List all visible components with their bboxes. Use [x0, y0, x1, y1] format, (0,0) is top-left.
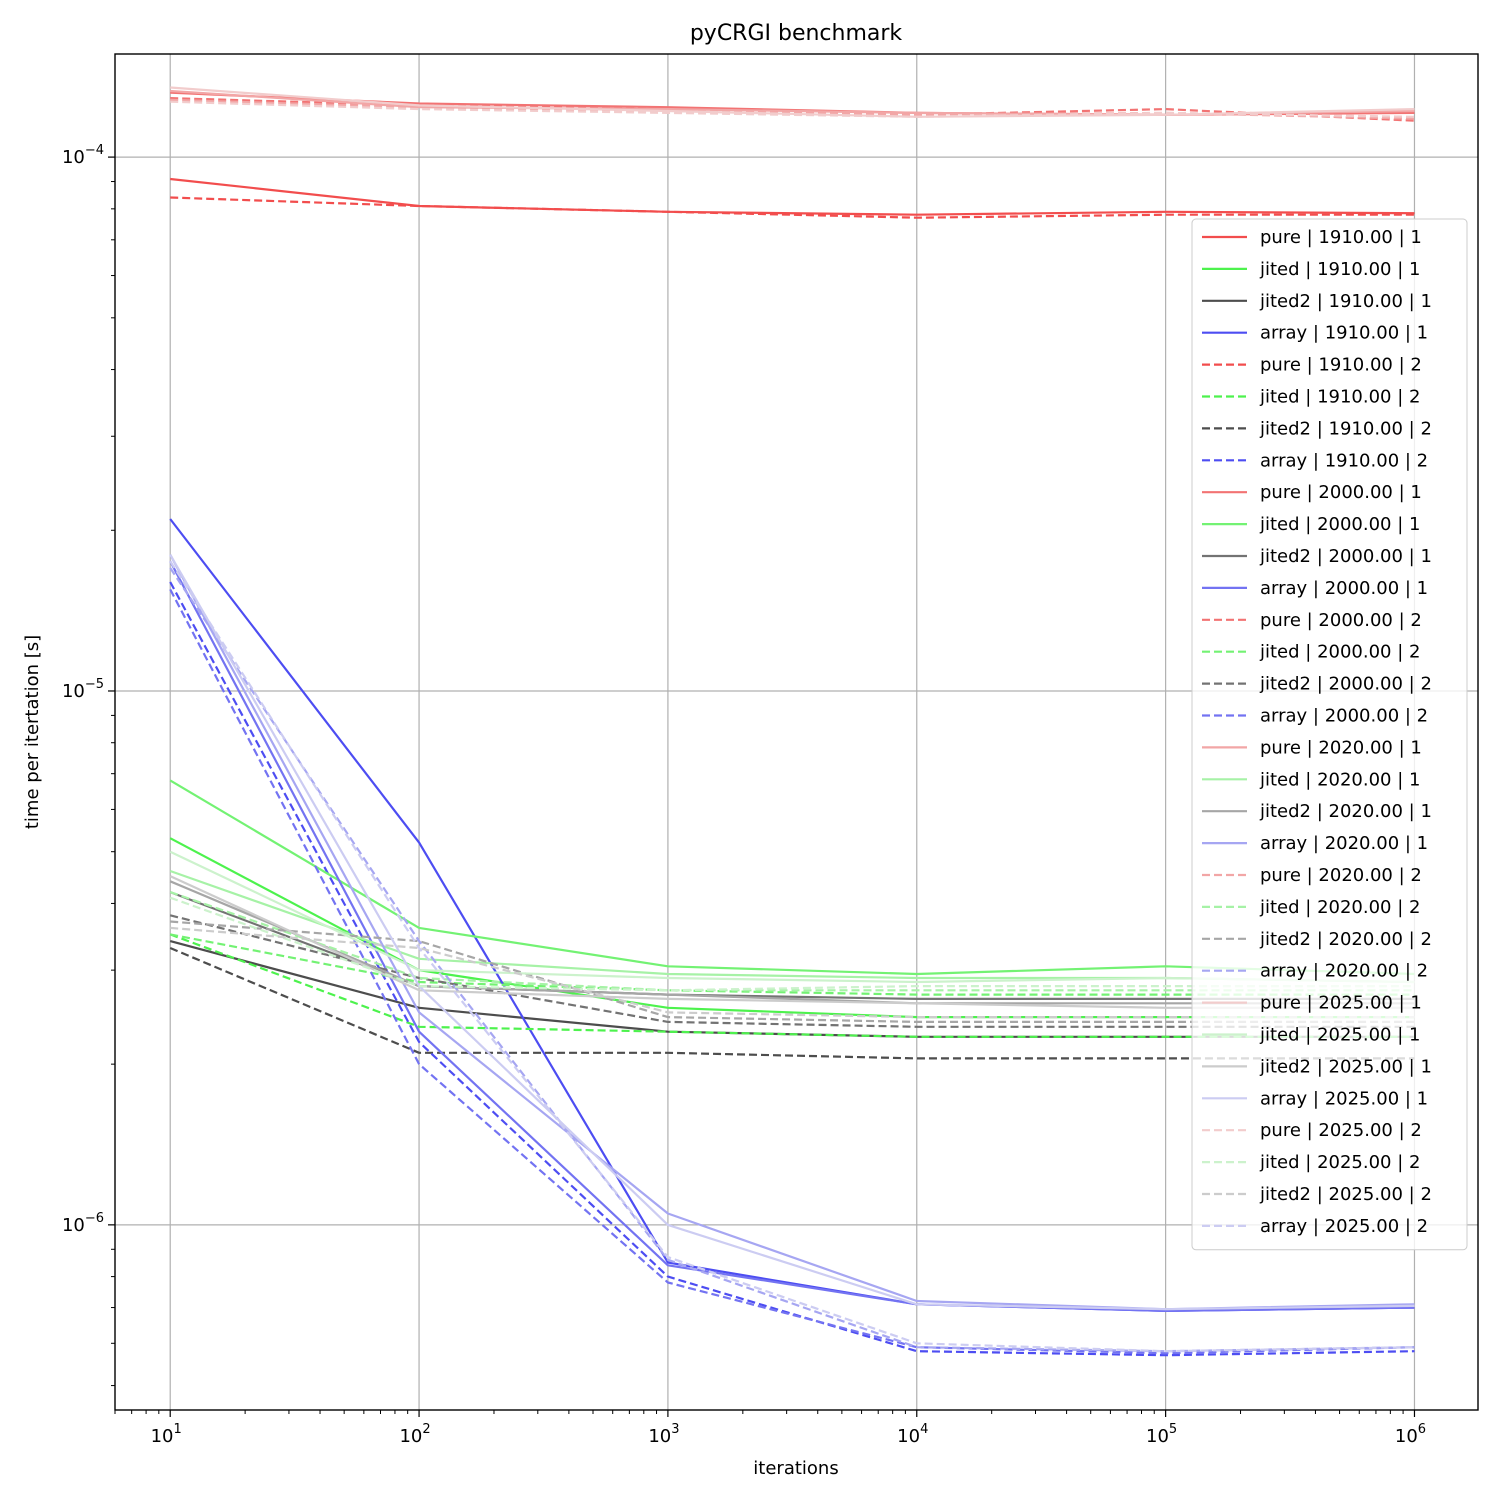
legend-label: array | 2020.00 | 2 — [1260, 961, 1428, 982]
legend-label: array | 1910.00 | 1 — [1260, 323, 1428, 344]
series-line — [169, 933, 1415, 1038]
x-axis-ticks: 101 102 103 104 105 106 — [151, 1410, 1426, 1447]
legend-label: jited2 | 1910.00 | 2 — [1259, 418, 1432, 439]
legend-label: pure | 2025.00 | 1 — [1260, 993, 1422, 1014]
legend-label: jited | 2020.00 | 2 — [1259, 897, 1420, 918]
legend-label: jited | 1910.00 | 1 — [1259, 259, 1420, 280]
series-line — [169, 560, 1415, 1313]
chart-title: pyCRGI benchmark — [690, 21, 903, 46]
legend-label: jited2 | 2025.00 | 2 — [1259, 1184, 1432, 1205]
legend-label: pure | 2000.00 | 1 — [1260, 482, 1422, 503]
legend-label: jited | 2025.00 | 2 — [1259, 1152, 1420, 1173]
x-tick-label: 104 — [897, 1422, 928, 1447]
x-tick-label: 105 — [1146, 1422, 1177, 1447]
legend-label: jited2 | 1910.00 | 1 — [1259, 291, 1432, 312]
y-tick-label: 10−4 — [62, 143, 104, 168]
series-line — [169, 581, 1415, 1357]
x-tick-label: 103 — [648, 1422, 679, 1447]
x-tick-label: 101 — [151, 1422, 182, 1447]
legend-label: pure | 2000.00 | 2 — [1260, 610, 1422, 631]
legend-label: pure | 1910.00 | 2 — [1260, 355, 1422, 376]
legend-label: pure | 2025.00 | 2 — [1260, 1120, 1422, 1141]
legend-label: array | 2025.00 | 2 — [1260, 1216, 1428, 1237]
legend-label: jited2 | 2020.00 | 2 — [1259, 929, 1432, 950]
series-line — [169, 554, 1415, 1311]
y-axis-label: time per itertation [s] — [22, 635, 43, 829]
legend-label: pure | 2020.00 | 2 — [1260, 865, 1422, 886]
series-line — [170, 196, 1415, 219]
x-axis-label: iterations — [753, 1458, 838, 1479]
y-tick-label: 10−5 — [62, 677, 104, 702]
legend-label: jited | 2000.00 | 1 — [1259, 514, 1420, 535]
legend-box — [1191, 218, 1468, 1251]
legend-label: array | 2000.00 | 1 — [1260, 578, 1428, 599]
y-tick-label: 10−6 — [62, 1211, 104, 1236]
series-line — [170, 177, 1415, 216]
series-line — [169, 560, 1415, 1353]
legend-label: pure | 2020.00 | 1 — [1260, 737, 1422, 758]
legend-label: jited2 | 2000.00 | 1 — [1259, 546, 1432, 567]
series-line — [170, 100, 1415, 118]
legend-label: array | 2025.00 | 1 — [1260, 1088, 1428, 1109]
legend-label: array | 2000.00 | 2 — [1260, 706, 1428, 727]
y-axis-ticks: 10−6 10−5 10−4 — [62, 143, 115, 1236]
legend-label: jited2 | 2020.00 | 1 — [1259, 801, 1432, 822]
legend-label: pure | 1910.00 | 1 — [1260, 227, 1422, 248]
minor-ticks — [111, 181, 1404, 1414]
x-tick-label: 106 — [1395, 1422, 1426, 1447]
plot-frame — [114, 53, 1479, 1411]
series-line — [169, 588, 1415, 1355]
series-line — [169, 933, 1415, 996]
legend-label: jited | 1910.00 | 2 — [1259, 387, 1420, 408]
legend-label: jited2 | 2000.00 | 2 — [1259, 674, 1432, 695]
legend-label: jited | 2020.00 | 1 — [1259, 769, 1420, 790]
x-tick-label: 102 — [399, 1422, 430, 1447]
legend: pure | 1910.00 | 1 jited | 1910.00 | 1 jit… — [1191, 218, 1468, 1251]
legend-label: jited | 2000.00 | 2 — [1259, 642, 1420, 663]
legend-label: jited2 | 2025.00 | 1 — [1259, 1056, 1432, 1077]
legend-label: array | 2020.00 | 1 — [1260, 833, 1428, 854]
legend-label: jited | 2025.00 | 1 — [1259, 1025, 1420, 1046]
legend-label: array | 1910.00 | 2 — [1260, 450, 1428, 471]
series-line — [169, 896, 1415, 992]
